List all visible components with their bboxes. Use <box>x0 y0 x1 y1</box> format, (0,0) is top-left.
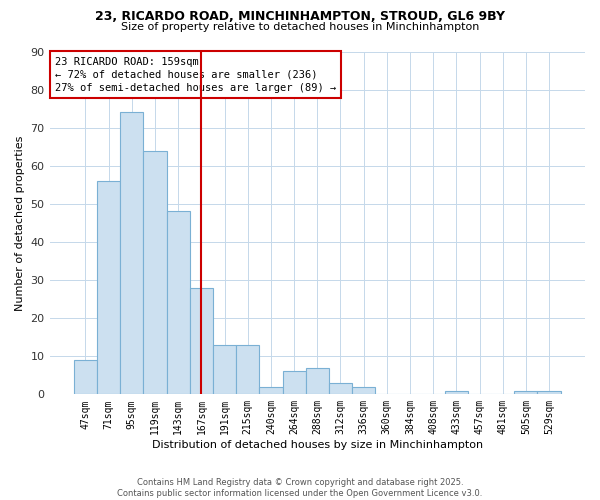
Bar <box>538 390 560 394</box>
Bar <box>352 386 375 394</box>
Bar <box>514 390 538 394</box>
Bar <box>305 368 329 394</box>
Text: Contains HM Land Registry data © Crown copyright and database right 2025.
Contai: Contains HM Land Registry data © Crown c… <box>118 478 482 498</box>
Bar <box>283 372 305 394</box>
Bar <box>97 181 120 394</box>
Bar <box>143 150 167 394</box>
Bar <box>74 360 97 394</box>
Bar <box>167 212 190 394</box>
Y-axis label: Number of detached properties: Number of detached properties <box>15 135 25 310</box>
Bar <box>329 383 352 394</box>
Bar <box>445 390 468 394</box>
Bar <box>120 112 143 394</box>
Bar <box>259 386 283 394</box>
Text: 23, RICARDO ROAD, MINCHINHAMPTON, STROUD, GL6 9BY: 23, RICARDO ROAD, MINCHINHAMPTON, STROUD… <box>95 10 505 23</box>
Text: 23 RICARDO ROAD: 159sqm
← 72% of detached houses are smaller (236)
27% of semi-d: 23 RICARDO ROAD: 159sqm ← 72% of detache… <box>55 56 336 93</box>
X-axis label: Distribution of detached houses by size in Minchinhampton: Distribution of detached houses by size … <box>152 440 483 450</box>
Text: Size of property relative to detached houses in Minchinhampton: Size of property relative to detached ho… <box>121 22 479 32</box>
Bar <box>190 288 213 395</box>
Bar <box>236 345 259 395</box>
Bar <box>213 345 236 395</box>
